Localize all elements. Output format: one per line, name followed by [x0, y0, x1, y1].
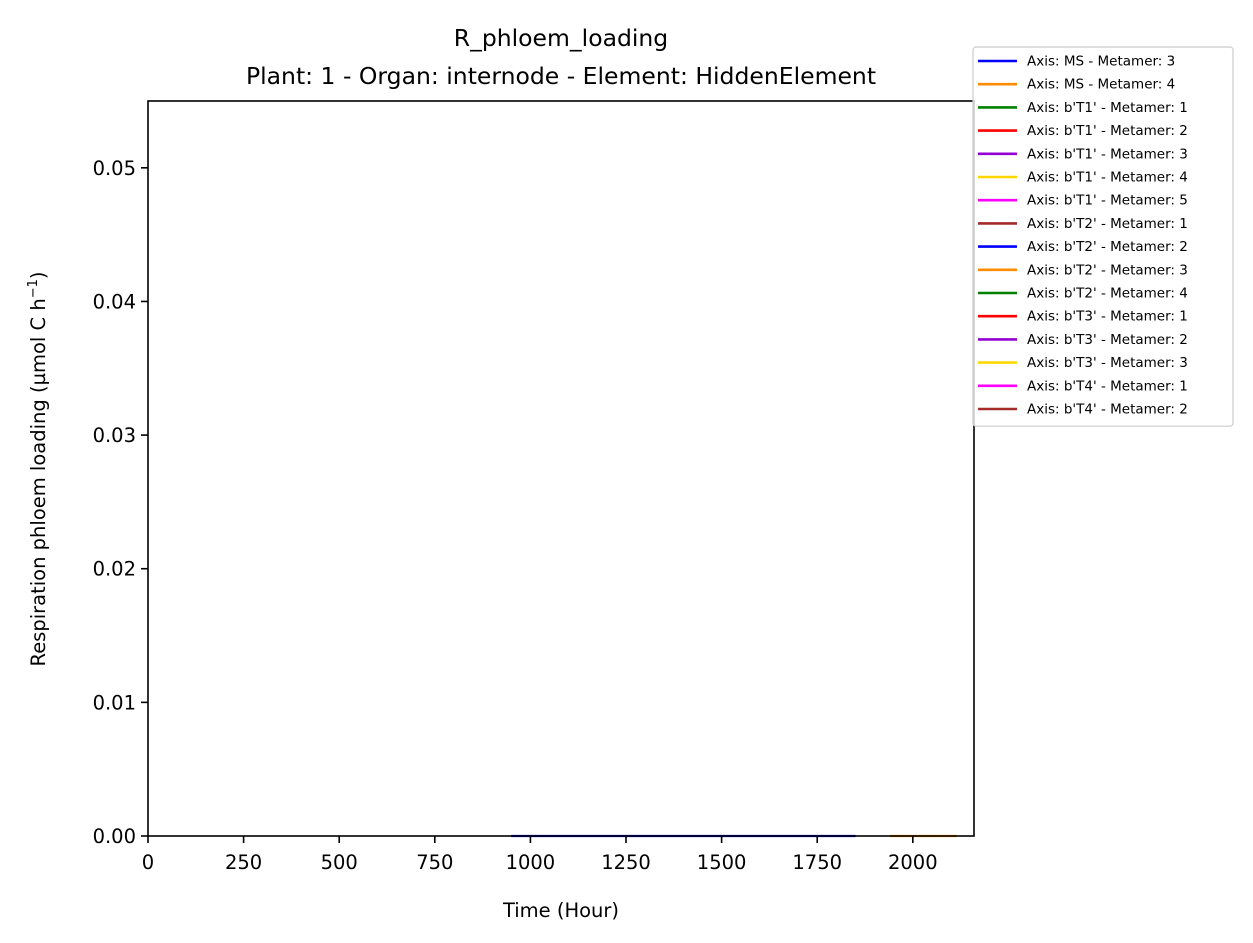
legend-label-6: Axis: b'T1' - Metamer: 5	[1027, 193, 1188, 209]
y-axis-label-exponent: −1	[26, 279, 41, 298]
x-tick-label-5: 1250	[601, 851, 651, 874]
legend-box	[972, 46, 1234, 427]
chart-title: R_phloem_loading	[454, 24, 668, 52]
legend: Axis: MS - Metamer: 3 Axis: MS - Metamer:…	[972, 46, 1234, 427]
legend-label-14: Axis: b'T4' - Metamer: 1	[1027, 378, 1188, 394]
legend-label-11: Axis: b'T3' - Metamer: 1	[1027, 309, 1188, 325]
y-axis-label-main: Respiration phloem loading (µmol C h	[27, 298, 50, 666]
legend-label-2: Axis: b'T1' - Metamer: 1	[1027, 100, 1188, 116]
x-tick-label-2: 500	[321, 851, 358, 874]
x-tick-label-7: 1750	[792, 851, 842, 874]
x-tick-label-3: 750	[416, 851, 453, 874]
legend-label-8: Axis: b'T2' - Metamer: 2	[1027, 239, 1188, 255]
y-axis-label-suffix: )	[27, 272, 50, 280]
y-tick-label-0: 0.00	[93, 825, 136, 848]
y-tick-label-3: 0.03	[93, 424, 136, 447]
axes-frame	[147, 100, 975, 837]
legend-label-9: Axis: b'T2' - Metamer: 3	[1027, 262, 1188, 278]
x-axis: 0 250 500 750 1000 1250 1500 1750 2000	[142, 836, 938, 874]
plot-area	[147, 100, 975, 838]
legend-label-0: Axis: MS - Metamer: 3	[1027, 54, 1175, 70]
legend-label-15: Axis: b'T4' - Metamer: 2	[1027, 402, 1188, 418]
y-tick-label-2: 0.02	[93, 558, 136, 581]
legend-label-5: Axis: b'T1' - Metamer: 4	[1027, 170, 1188, 186]
y-axis: 0.00 0.01 0.02 0.03 0.04 0.05	[93, 157, 148, 848]
y-tick-label-5: 0.05	[93, 157, 136, 180]
legend-label-10: Axis: b'T2' - Metamer: 4	[1027, 286, 1188, 302]
x-tick-label-4: 1000	[506, 851, 556, 874]
legend-label-12: Axis: b'T3' - Metamer: 2	[1027, 332, 1188, 348]
legend-label-4: Axis: b'T1' - Metamer: 3	[1027, 146, 1188, 162]
chart-subtitle: Plant: 1 - Organ: internode - Element: H…	[246, 62, 876, 90]
legend-label-7: Axis: b'T2' - Metamer: 1	[1027, 216, 1188, 232]
y-tick-label-1: 0.01	[93, 691, 136, 714]
y-axis-label: Respiration phloem loading (µmol C h−1)	[26, 272, 50, 667]
x-tick-label-0: 0	[142, 851, 154, 874]
legend-label-13: Axis: b'T3' - Metamer: 3	[1027, 355, 1188, 371]
x-axis-label: Time (Hour)	[502, 899, 619, 922]
x-tick-label-1: 250	[225, 851, 262, 874]
x-tick-label-8: 2000	[888, 851, 938, 874]
y-tick-label-4: 0.04	[93, 290, 136, 313]
x-tick-label-6: 1500	[697, 851, 747, 874]
legend-label-3: Axis: b'T1' - Metamer: 2	[1027, 123, 1188, 139]
legend-label-1: Axis: MS - Metamer: 4	[1027, 77, 1175, 93]
